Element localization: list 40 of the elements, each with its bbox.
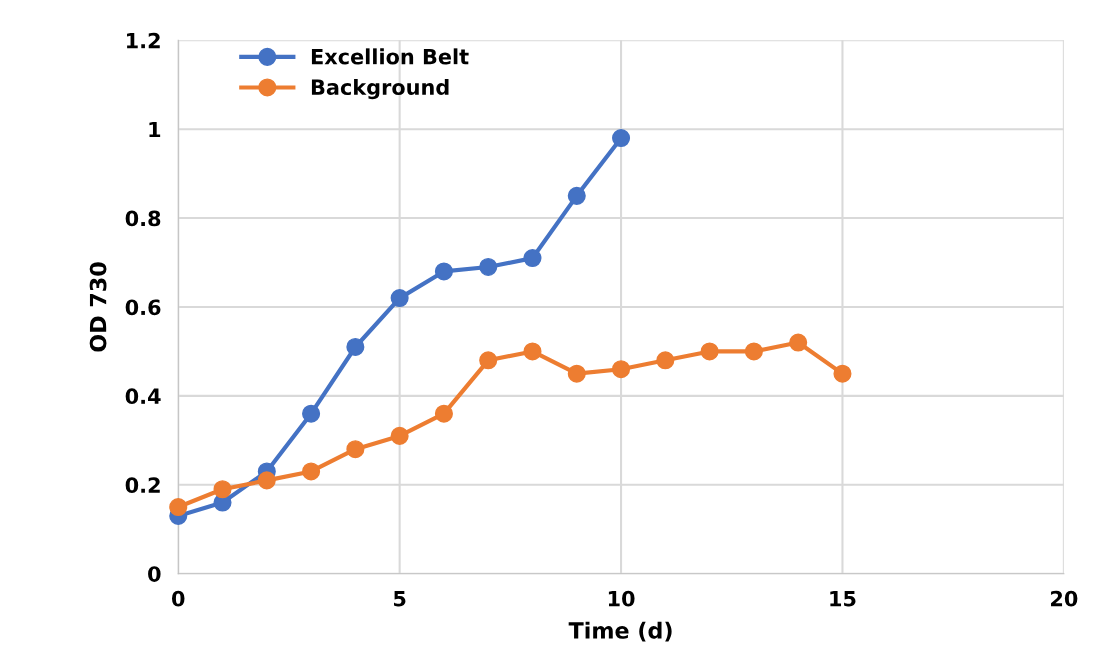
point [213, 480, 232, 499]
point [833, 364, 852, 383]
point [479, 257, 498, 277]
y-tick-label: 0.8 [125, 210, 161, 227]
y-tick-label: 0 [148, 566, 161, 582]
x-tick-label: 15 [830, 591, 856, 607]
point [523, 249, 542, 268]
y-axis-title: OD 730 [89, 262, 107, 352]
point [744, 342, 763, 361]
point [567, 186, 586, 205]
point [789, 333, 808, 352]
legend-label: Background [311, 78, 449, 100]
x-tick-label: 0 [171, 590, 185, 607]
y-tick-label: 1.2 [127, 32, 160, 49]
point [700, 342, 719, 361]
y-tick-label: 0.4 [125, 388, 161, 405]
point [434, 262, 453, 281]
point [302, 404, 321, 423]
legend-label: Excellion Belt [311, 48, 469, 65]
y-tick-label: 1 [149, 121, 161, 138]
point [523, 342, 542, 361]
point [567, 364, 586, 383]
y-tick-label: 0.2 [125, 477, 160, 494]
point [479, 351, 498, 370]
x-tick-label: 5 [394, 591, 406, 607]
point [169, 497, 188, 517]
point [257, 471, 276, 490]
point [302, 462, 321, 481]
point [656, 351, 675, 370]
y-tick-label: 0.6 [125, 299, 161, 316]
x-axis-title: Time (d) [568, 621, 672, 642]
point [612, 360, 631, 379]
x-tick-label: 20 [1051, 590, 1078, 607]
point [390, 426, 409, 445]
x-tick-label: 10 [608, 590, 635, 607]
point [434, 404, 453, 423]
point [346, 337, 365, 357]
point [390, 289, 409, 308]
point [346, 440, 365, 459]
point [612, 129, 631, 148]
